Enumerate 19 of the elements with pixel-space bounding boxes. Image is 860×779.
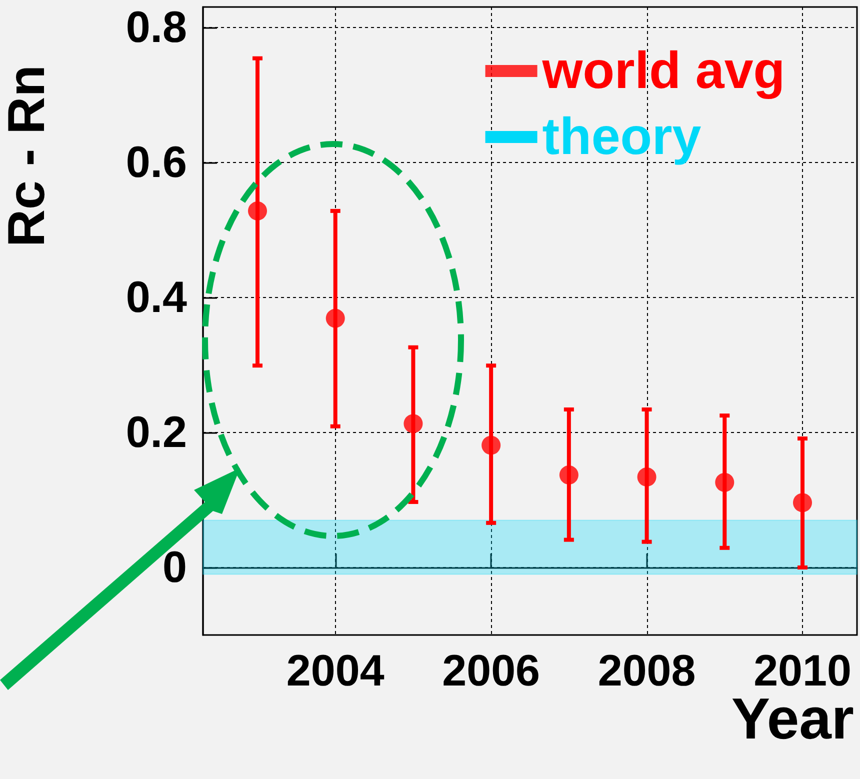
point [404, 414, 423, 434]
x-tick-label: 2006 [442, 646, 540, 696]
point [482, 436, 501, 455]
y-tick-label: 0.6 [126, 138, 187, 187]
legend-label: world avg [541, 42, 786, 100]
y-tick-label: 0.4 [126, 272, 188, 322]
y-tick-label: 0 [162, 542, 187, 592]
point [559, 465, 578, 484]
point [248, 201, 267, 220]
y-tick-label: 0.8 [126, 2, 187, 52]
x-tick-label: 2004 [286, 646, 385, 696]
point [715, 472, 734, 492]
point [637, 467, 656, 486]
y-axis-title: Rc - Rn [0, 65, 56, 247]
legend-label: theory [542, 108, 702, 166]
point [326, 308, 345, 328]
y-tick-label: 0.2 [126, 408, 187, 457]
x-tick-label: 2008 [598, 646, 696, 696]
point [793, 493, 812, 512]
